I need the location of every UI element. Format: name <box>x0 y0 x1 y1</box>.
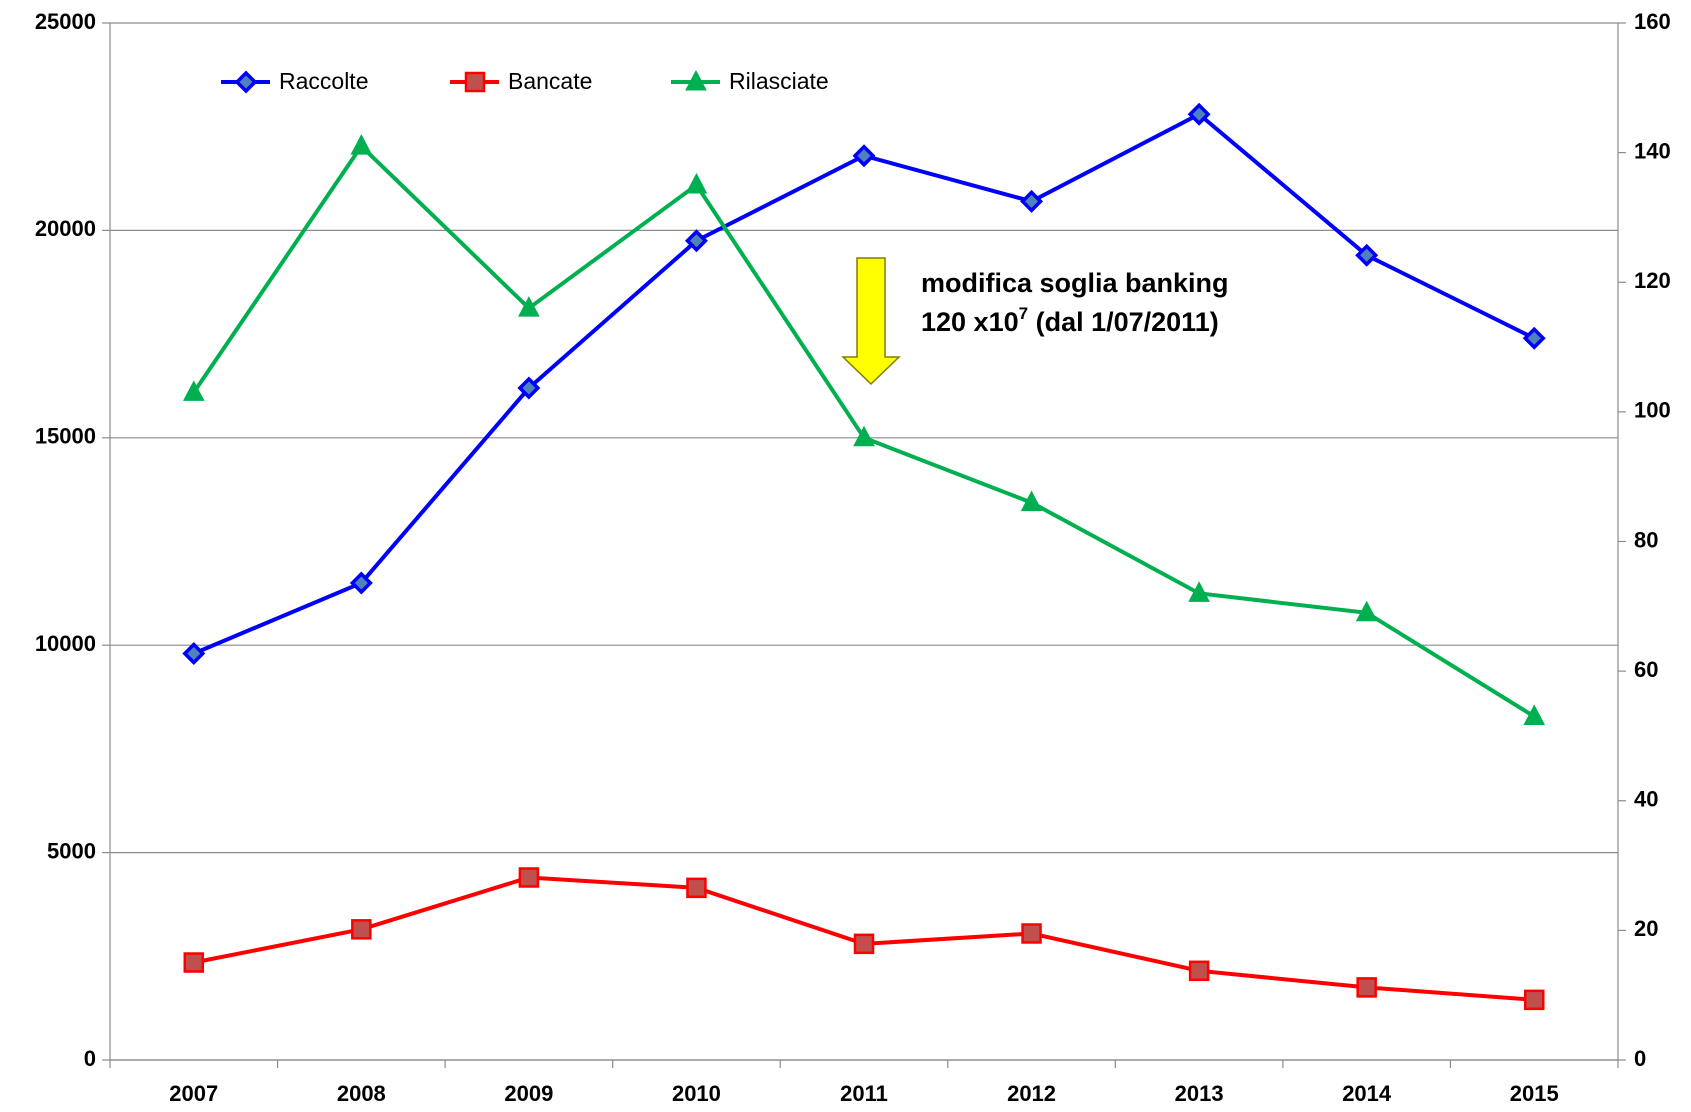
point <box>1523 989 1545 1011</box>
point <box>1020 490 1043 512</box>
point <box>684 229 708 253</box>
point <box>853 933 875 955</box>
x-tick-label: 2007 <box>169 1081 218 1106</box>
legend-item: Raccolte <box>221 68 368 94</box>
legend-marker <box>464 71 486 93</box>
legend-marker <box>234 70 258 94</box>
point <box>1522 326 1546 350</box>
series-line <box>193 111 1536 656</box>
point <box>853 425 875 447</box>
point <box>852 144 876 168</box>
point <box>182 642 206 665</box>
point <box>685 172 708 194</box>
point <box>518 867 540 888</box>
annotation-arrow <box>841 257 901 386</box>
point <box>686 877 707 899</box>
y-tick-label: 10000 <box>35 631 96 656</box>
y-tick-label: 5000 <box>47 838 96 863</box>
annotation-sup: 7 <box>1019 304 1028 323</box>
point <box>517 376 541 400</box>
point <box>1355 243 1379 267</box>
annotation-text: 120 x10 <box>921 307 1019 337</box>
point <box>1021 923 1042 944</box>
point <box>351 919 372 940</box>
point <box>1356 977 1377 998</box>
y2-tick-label: 60 <box>1634 657 1658 682</box>
y2-tick-label: 140 <box>1634 138 1671 163</box>
legend-marker <box>685 69 707 91</box>
point <box>183 952 205 973</box>
x-tick-label: 2008 <box>337 1081 386 1106</box>
legend-label: Raccolte <box>279 68 368 94</box>
y2-tick-label: 40 <box>1634 787 1658 812</box>
x-tick-label: 2012 <box>1007 1081 1056 1106</box>
x-tick-label: 2015 <box>1510 1081 1559 1106</box>
point <box>349 571 373 595</box>
y2-tick-label: 80 <box>1634 527 1658 552</box>
annotation: modifica soglia banking <box>921 268 1229 298</box>
x-tick-label: 2013 <box>1175 1081 1224 1106</box>
legend-item: Rilasciate <box>671 68 829 94</box>
point <box>1187 102 1211 126</box>
legend-item: Bancate <box>450 68 592 94</box>
point <box>350 134 373 155</box>
y-tick-label: 25000 <box>35 9 96 34</box>
point <box>1523 704 1546 725</box>
x-tick-label: 2014 <box>1342 1081 1392 1106</box>
point <box>1355 600 1378 622</box>
point <box>1020 189 1044 213</box>
y2-tick-label: 20 <box>1634 916 1658 941</box>
y2-tick-label: 0 <box>1634 1046 1646 1071</box>
y-tick-label: 20000 <box>35 216 96 241</box>
y-tick-label: 0 <box>84 1046 96 1071</box>
x-tick-label: 2009 <box>504 1081 553 1106</box>
point <box>1188 960 1210 982</box>
y2-tick-label: 160 <box>1634 9 1671 34</box>
point <box>518 296 540 317</box>
y2-tick-label: 100 <box>1634 398 1671 423</box>
y-tick-label: 15000 <box>35 424 96 449</box>
point <box>1188 581 1210 602</box>
legend-label: Rilasciate <box>729 68 829 94</box>
x-tick-label: 2011 <box>840 1081 888 1106</box>
annotation: 120 x107 (dal 1/07/2011) <box>921 304 1219 337</box>
legend-label: Bancate <box>508 68 592 94</box>
x-tick-label: 2010 <box>672 1081 721 1106</box>
annotation-text: (dal 1/07/2011) <box>1028 307 1219 337</box>
y2-tick-label: 120 <box>1634 268 1671 293</box>
point <box>182 380 205 401</box>
